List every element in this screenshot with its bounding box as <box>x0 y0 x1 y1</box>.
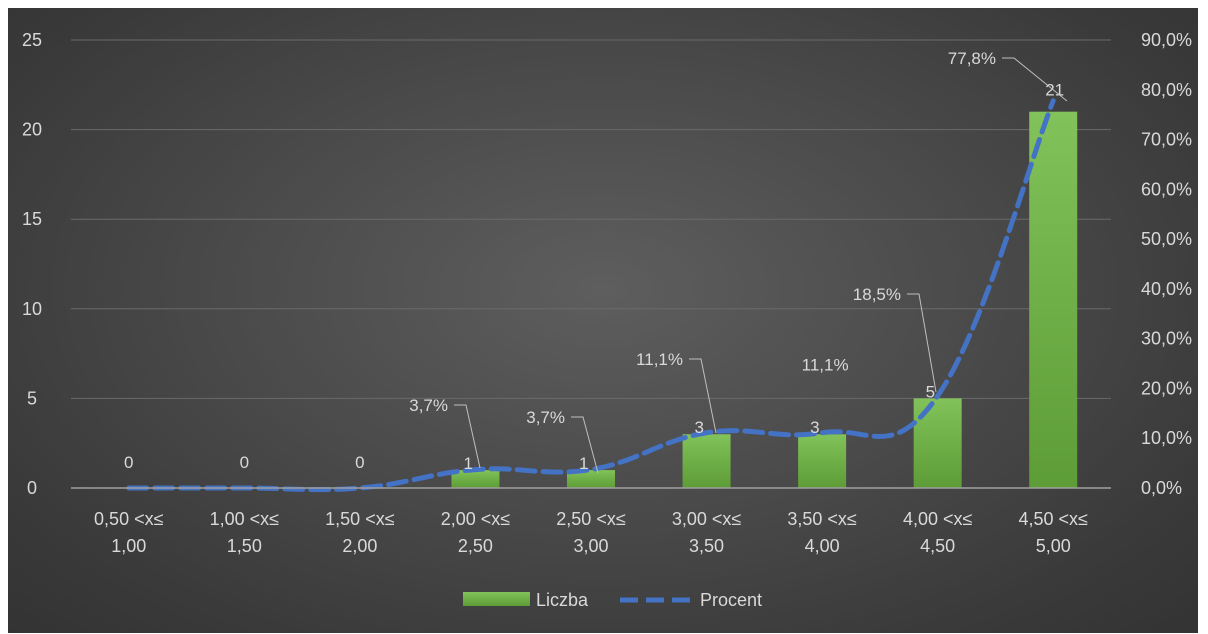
bar-value-label: 0 <box>124 453 133 472</box>
bar-liczba <box>567 470 615 488</box>
percent-value-label: 11,1% <box>636 350 683 369</box>
x-tick-label: 2,50 <x≤ <box>556 509 626 529</box>
y-right-tick-label: 60,0% <box>1141 179 1192 199</box>
percent-leader-line <box>454 404 481 469</box>
axes: 05101520250,0%10,0%20,0%30,0%40,0%50,0%6… <box>22 30 1192 556</box>
y-right-tick-label: 40,0% <box>1141 279 1192 299</box>
x-tick-label: 5,00 <box>1036 536 1071 556</box>
y-right-tick-label: 80,0% <box>1141 80 1192 100</box>
x-tick-label: 0,50 <x≤ <box>94 509 164 529</box>
gridlines <box>71 39 1111 399</box>
bar-value-label: 5 <box>926 382 935 401</box>
x-tick-label: 1,50 <x≤ <box>325 509 395 529</box>
y-right-tick-label: 70,0% <box>1141 130 1192 150</box>
percent-value-label: 3,7% <box>409 396 448 415</box>
bar-liczba <box>451 470 500 488</box>
chart-area: 0 0 0 1 1 3 3 5 21 3,7% 3,7% 11,1% 11,1% 18,5% 77,8% 0… <box>8 8 1198 633</box>
y-right-tick-label: 90,0% <box>1141 30 1192 50</box>
x-tick-label: 3,00 <x≤ <box>672 509 742 529</box>
percent-leader-line <box>907 293 937 393</box>
y-left-tick-label: 10 <box>22 299 42 319</box>
y-left-tick-label: 15 <box>22 209 42 229</box>
legend-swatch-liczba <box>463 592 530 606</box>
percent-value-label: 11,1% <box>802 356 849 375</box>
x-tick-label: 4,50 <box>920 536 955 556</box>
legend-label-liczba: Liczba <box>536 590 589 610</box>
percent-value-label: 77,8% <box>948 49 996 68</box>
percent-leader-line <box>689 358 717 434</box>
x-tick-label: 3,00 <box>573 536 608 556</box>
x-tick-label: 1,00 <x≤ <box>210 509 280 529</box>
bar-value-label: 1 <box>579 454 588 473</box>
legend-label-procent: Procent <box>700 590 762 610</box>
y-right-tick-label: 30,0% <box>1141 329 1192 349</box>
y-left-tick-label: 0 <box>27 478 37 498</box>
bar-liczba <box>682 434 731 488</box>
y-left-tick-label: 25 <box>22 30 42 50</box>
bar-liczba <box>913 398 962 488</box>
y-right-tick-label: 20,0% <box>1141 378 1192 398</box>
percent-leader-line <box>571 416 599 474</box>
bar-value-label: 0 <box>355 453 364 472</box>
percent-value-label: 3,7% <box>526 408 565 427</box>
x-tick-label: 2,50 <box>458 536 493 556</box>
bar-value-label: 3 <box>695 418 704 437</box>
x-tick-label: 2,00 <box>342 536 377 556</box>
x-tick-label: 4,00 <x≤ <box>903 509 973 529</box>
bar-liczba <box>1029 111 1078 489</box>
y-right-tick-label: 10,0% <box>1141 428 1192 448</box>
x-tick-label: 3,50 <x≤ <box>787 509 857 529</box>
x-tick-label: 1,50 <box>227 536 262 556</box>
x-tick-label: 1,00 <box>111 536 146 556</box>
bar-value-label: 0 <box>240 453 249 472</box>
line-series-procent <box>126 98 1056 493</box>
bar-value-label: 1 <box>463 454 472 473</box>
bar-value-label: 3 <box>810 418 819 437</box>
x-tick-label: 3,50 <box>689 536 724 556</box>
x-tick-label: 4,50 <x≤ <box>1019 509 1089 529</box>
percent-value-label: 18,5% <box>853 285 901 304</box>
y-right-tick-label: 0,0% <box>1141 478 1182 498</box>
bar-series-liczba <box>451 111 1078 489</box>
x-tick-label: 4,00 <box>805 536 840 556</box>
y-left-tick-label: 5 <box>27 388 37 408</box>
procent-line <box>126 98 1056 493</box>
percent-leader-line <box>1002 57 1068 102</box>
legend: Liczba Procent <box>463 590 762 610</box>
y-right-tick-label: 50,0% <box>1141 229 1192 249</box>
bar-liczba <box>798 434 847 488</box>
y-left-tick-label: 20 <box>22 120 42 140</box>
x-tick-label: 2,00 <x≤ <box>441 509 511 529</box>
